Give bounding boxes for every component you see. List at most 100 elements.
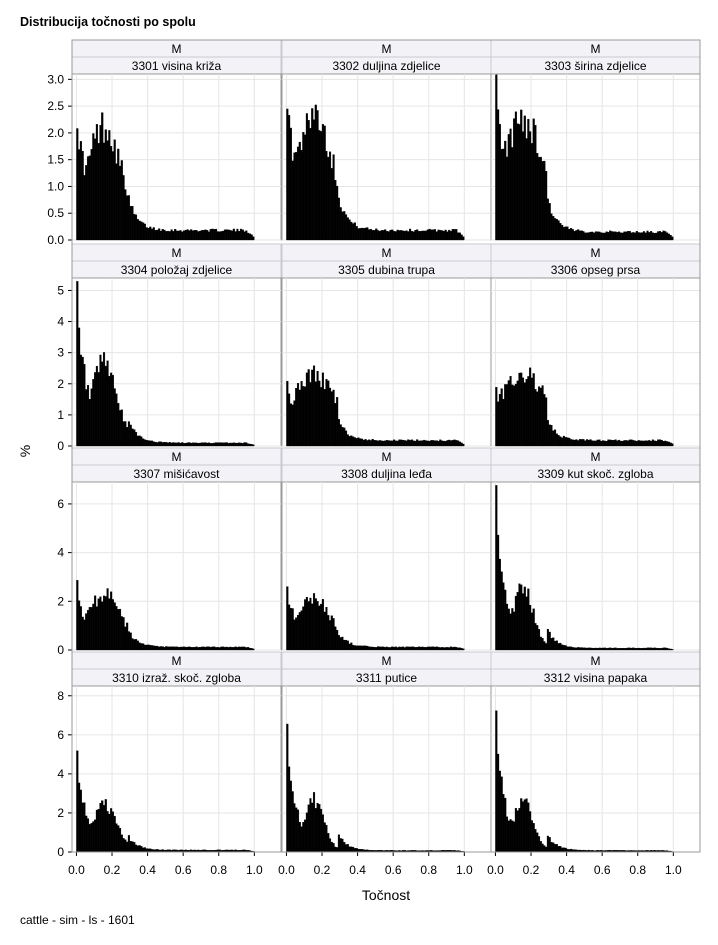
histogram-bar [118,827,122,853]
histogram-bar [241,443,244,447]
histogram-bar [213,229,216,241]
histogram-bar [387,440,390,447]
histogram-bar [106,588,109,651]
x-tick-label: 0.4 [349,863,366,877]
histogram-bar [460,442,463,447]
histogram-bar [111,151,114,241]
panel-group-label: M [591,246,601,260]
panel-title: 3301 visina križa [132,59,222,73]
histogram-bar [630,439,633,447]
histogram-bar [403,230,406,241]
histogram-bar [391,646,394,651]
histogram-bar [555,219,558,241]
histogram-bar [657,439,660,447]
histogram-bar [195,442,198,447]
histogram-bar [455,647,458,651]
histogram-bar [83,175,86,241]
histogram-bar [521,131,525,241]
histogram-bar [318,804,321,853]
histogram-bar [368,646,371,651]
histogram-bar [651,232,654,241]
histogram-bar [548,424,551,447]
histogram-bar [562,645,565,651]
histogram-bar [555,433,558,447]
x-tick-label: 0.0 [487,863,504,877]
histogram-bar [167,442,170,447]
histogram-bar [131,428,134,447]
histogram-bar [398,439,401,447]
histogram-bar [382,230,385,241]
histogram-bar [610,231,613,241]
histogram-bar [341,838,344,853]
histogram-bar [664,440,667,447]
histogram-bar [586,232,589,241]
histogram-bar [502,398,505,447]
histogram-bar [110,146,113,241]
histogram-bar [401,439,404,447]
histogram-bar [577,647,580,651]
histogram-bar [339,207,342,241]
histogram-bar [94,372,97,447]
histogram-bar [316,110,319,241]
histogram-bar [183,443,186,447]
histogram-bar [78,327,81,447]
histogram-bar [368,439,371,447]
histogram-bar [341,636,344,651]
histogram-bar [90,149,93,241]
histogram-bar [504,589,507,651]
panel-6: M 3306 opseg prsa [490,243,701,447]
histogram-bar [127,835,130,853]
histogram-bar [553,640,557,651]
histogram-bar [124,421,127,447]
histogram-bar [181,231,184,241]
histogram-bar [361,227,364,241]
histogram-bar [238,646,241,651]
x-tick-label: 0.0 [278,863,295,877]
histogram-bar [405,230,408,241]
histogram-bar [573,231,576,241]
histogram-bar [90,388,93,447]
histogram-bar [206,646,209,651]
histogram-bar [555,640,558,651]
histogram-bar [610,439,613,447]
histogram-bar [591,440,594,447]
histogram-bar [537,629,541,651]
histogram-bar [204,646,207,651]
x-tick-label: 0.2 [523,863,540,877]
histogram-bar [321,814,324,853]
histogram-bar [545,397,548,447]
histogram-bar [195,230,198,241]
histogram-bar [537,836,541,853]
panel-5: M 3305 dubina trupa [281,243,492,447]
histogram-bar [653,440,656,447]
histogram-bar [412,440,415,447]
panel-group-label: M [591,42,601,56]
histogram-bar [79,354,82,447]
histogram-bar [95,606,98,651]
histogram-bar [552,842,555,853]
histogram-bar [596,648,599,651]
histogram-bar [382,440,385,447]
histogram-bar [509,613,512,651]
histogram-bar [362,439,365,447]
histogram-bar [343,211,346,241]
histogram-bar [134,844,138,853]
histogram-bar [213,646,216,651]
histogram-bar [448,647,451,651]
histogram-bar [362,645,365,651]
histogram-bar [79,789,82,853]
y-tick-label: 2 [57,594,64,608]
histogram-bar [245,230,248,241]
histogram-bar [417,440,421,447]
histogram-bar [142,438,145,447]
histogram-bar [607,439,610,447]
histogram-bar [536,391,539,447]
histogram-bar [359,228,362,241]
histogram-bar [165,646,168,651]
histogram-bar [498,123,501,241]
histogram-bar [316,601,319,651]
histogram-bar [288,393,291,447]
histogram-bar [539,841,542,853]
histogram-bar [245,442,248,447]
histogram-bar [117,403,120,447]
